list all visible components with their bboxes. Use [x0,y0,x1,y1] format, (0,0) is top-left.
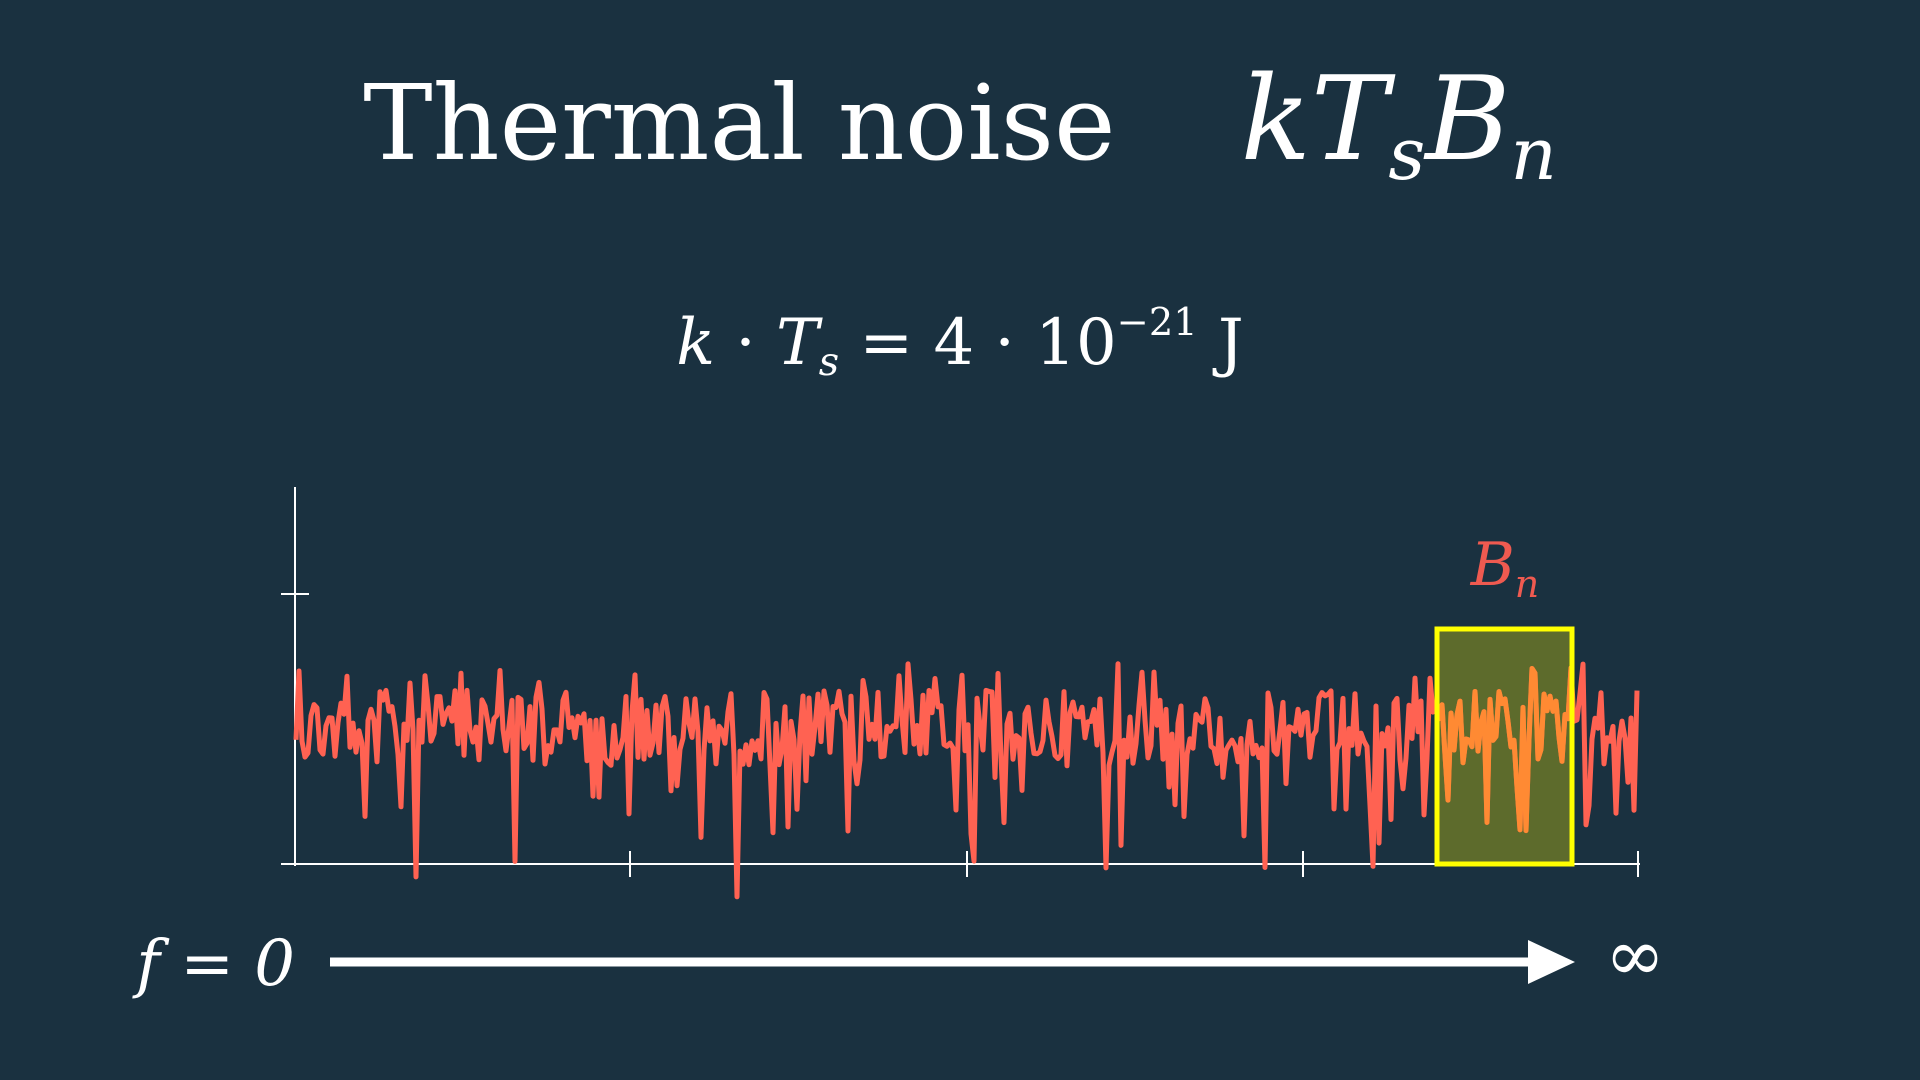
equation-T: T [776,305,819,380]
equation-unit: J [1218,305,1244,380]
title-formula-s: s [1388,112,1426,197]
equation-ten: 10 [1035,305,1117,380]
title-formula-k: k [1240,52,1311,187]
equation-four: 4 [933,305,975,380]
title-text: Thermal noise [363,62,1116,184]
noise-trace [293,661,1640,900]
title-formula-n: n [1510,112,1557,197]
equation-dot-2: · [994,305,1015,380]
equation-dot-1: · [735,305,756,380]
bandwidth-label-n: n [1515,562,1539,606]
title: Thermal noise kTsBn [0,52,1920,196]
frequency-arrow-head [1528,940,1575,984]
bandwidth-box [1434,626,1575,867]
equation-exponent: −21 [1116,300,1198,345]
bandwidth-label: Bn [1470,530,1540,606]
equation-k: k [676,305,716,380]
equation: k · Ts = 4 · 10−21 J [0,300,1920,385]
title-formula-B: B [1425,52,1511,187]
bandwidth-fill [1437,629,1572,864]
equation-s: s [818,338,840,385]
bandwidth-label-B: B [1470,530,1515,600]
title-formula: kTsBn [1240,52,1557,196]
frequency-end-label: ∞ [1605,913,1665,997]
equation-equals: = [859,305,914,380]
title-formula-T: T [1310,52,1389,187]
frequency-start-label: f = 0 [132,927,295,1001]
